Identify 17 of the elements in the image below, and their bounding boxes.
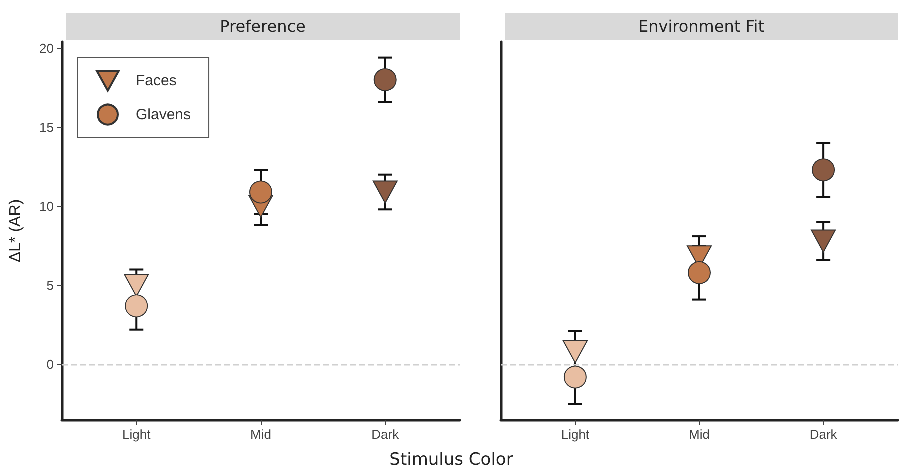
y-tick-label: 5	[46, 278, 54, 294]
y-tick-label: 15	[40, 120, 54, 135]
y-tick-label: 20	[40, 40, 54, 56]
x-tick-label: Light	[561, 427, 590, 442]
legend-label: Faces	[136, 72, 177, 90]
x-tick-label: Mid	[689, 427, 710, 442]
legend-label: Glavens	[136, 106, 192, 124]
y-tick-label: 0	[46, 357, 54, 372]
x-tick-label: Light	[122, 427, 152, 442]
x-tick-label: Dark	[810, 427, 838, 442]
y-axis-title: ΔL* (AR)	[8, 199, 24, 263]
chart-title: Preference	[220, 17, 306, 36]
chart-title: Environment Fit	[638, 17, 765, 36]
x-tick-label: Dark	[372, 427, 400, 442]
x-axis-title: Stimulus Color	[388, 450, 514, 470]
y-tick-label: 10	[40, 198, 54, 214]
x-tick-label: Mid	[250, 427, 272, 442]
